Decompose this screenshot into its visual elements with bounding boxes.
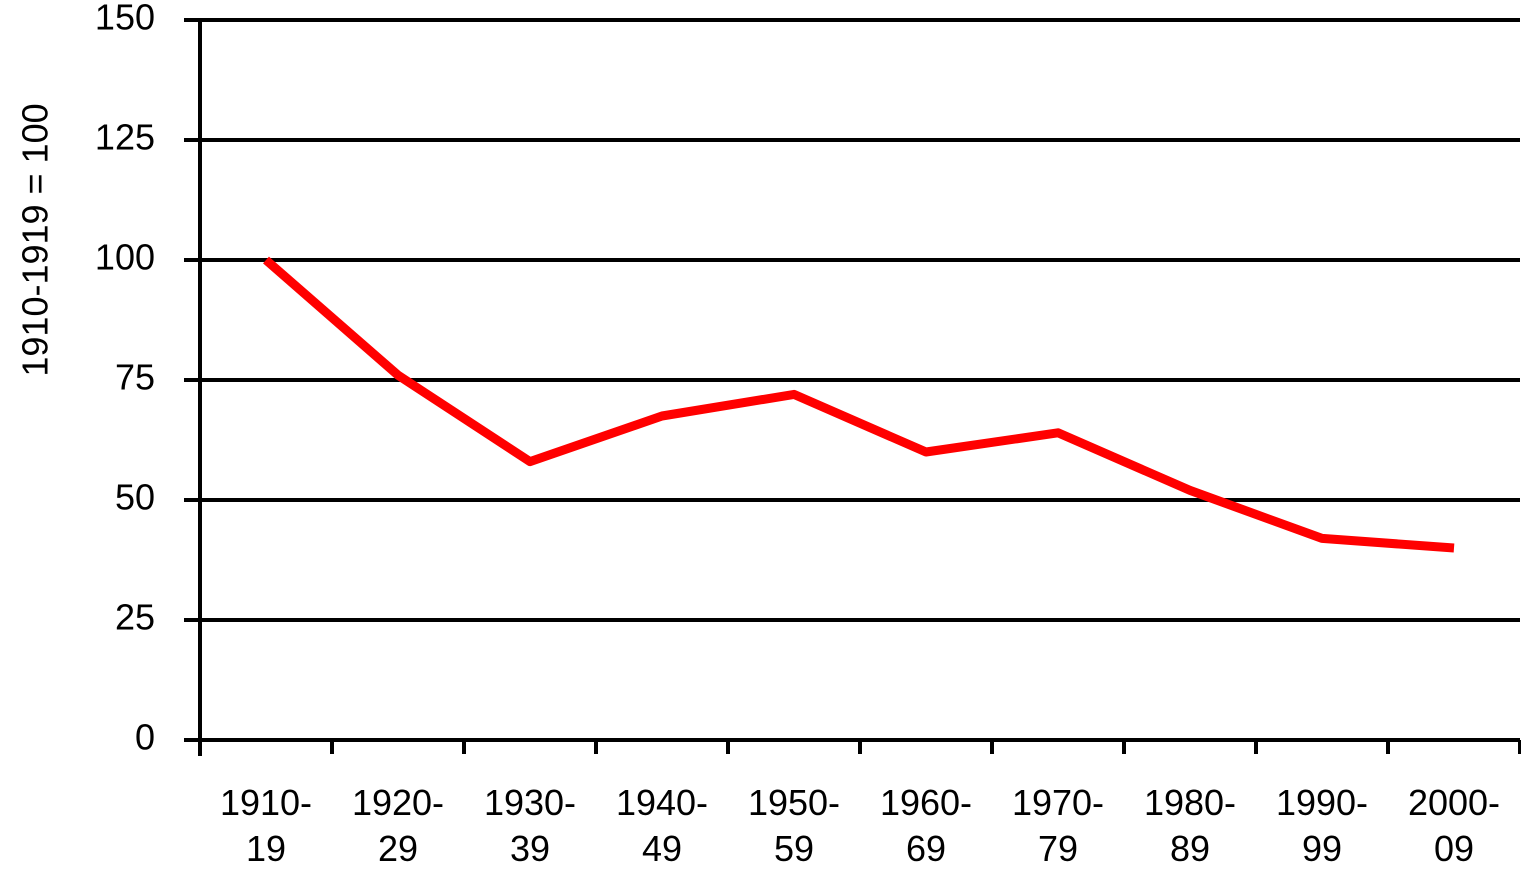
x-tick-label: 1970-79 [1011, 782, 1105, 869]
x-tick-label: 2000-09 [1407, 782, 1501, 869]
x-tick-label: 1930-39 [483, 782, 577, 869]
y-tick-label: 25 [115, 597, 155, 638]
y-tick-label: 125 [95, 117, 155, 158]
x-tick-label: 1990-99 [1275, 782, 1369, 869]
line [263, 256, 1455, 553]
x-tick-label: 1960-69 [879, 782, 973, 869]
y-tick-label: 0 [135, 717, 155, 758]
x-tick-label: 1920-29 [351, 782, 445, 869]
x-tick-label: 1910-19 [219, 782, 313, 869]
y-tick-label: 50 [115, 477, 155, 518]
y-tick-label: 75 [115, 357, 155, 398]
x-tick-label: 1940-49 [615, 782, 709, 869]
x-tick-label: 1950-59 [747, 782, 841, 869]
x-tick-label: 1980-89 [1143, 782, 1237, 869]
y-axis-label: 1910-1919 = 100 [15, 103, 56, 376]
y-tick-label: 100 [95, 237, 155, 278]
y-tick-label: 150 [95, 0, 155, 38]
